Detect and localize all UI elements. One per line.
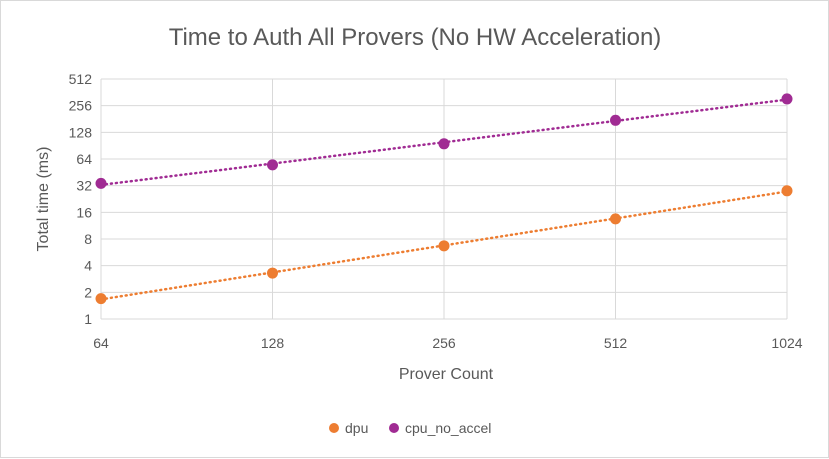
y-tick-label: 8 [84, 231, 92, 247]
y-tick-label: 256 [69, 98, 93, 114]
y-tick-label: 16 [76, 204, 92, 220]
legend-label-dpu: dpu [345, 420, 368, 436]
point-dpu [267, 267, 278, 279]
data-points [95, 93, 793, 305]
point-cpu-no-accel [95, 177, 107, 189]
y-tick-labels: 1 2 4 8 16 32 64 128 256 512 [69, 71, 93, 327]
y-tick-label: 128 [69, 124, 93, 140]
y-tick-label: 4 [84, 258, 92, 274]
chart-title: Time to Auth All Provers (No HW Accelera… [169, 24, 662, 51]
point-cpu-no-accel [610, 114, 621, 126]
legend-marker-cpu-no-accel [389, 423, 399, 433]
point-dpu [610, 213, 621, 225]
grid-lines [100, 78, 788, 320]
x-tick-label: 512 [604, 335, 628, 351]
point-cpu-no-accel [781, 93, 793, 105]
point-cpu-no-accel [267, 159, 278, 171]
legend: dpu cpu_no_accel [329, 420, 491, 436]
y-tick-label: 512 [69, 71, 93, 87]
x-tick-label: 1024 [771, 335, 802, 351]
point-dpu [438, 240, 450, 252]
legend-label-cpu-no-accel: cpu_no_accel [405, 420, 491, 436]
point-cpu-no-accel [438, 138, 450, 150]
point-dpu [95, 293, 107, 305]
x-tick-label: 256 [432, 335, 456, 351]
x-tick-label: 64 [93, 335, 109, 351]
y-axis-label: Total time (ms) [35, 147, 52, 252]
x-axis-label: Prover Count [399, 366, 494, 383]
y-tick-label: 1 [84, 311, 92, 327]
y-tick-label: 32 [76, 178, 92, 194]
x-tick-labels: 64 128 256 512 1024 [93, 335, 803, 351]
legend-marker-dpu [329, 423, 339, 433]
y-tick-label: 2 [84, 284, 92, 300]
y-tick-label: 64 [76, 151, 92, 167]
x-tick-label: 128 [261, 335, 285, 351]
point-dpu [781, 185, 793, 197]
